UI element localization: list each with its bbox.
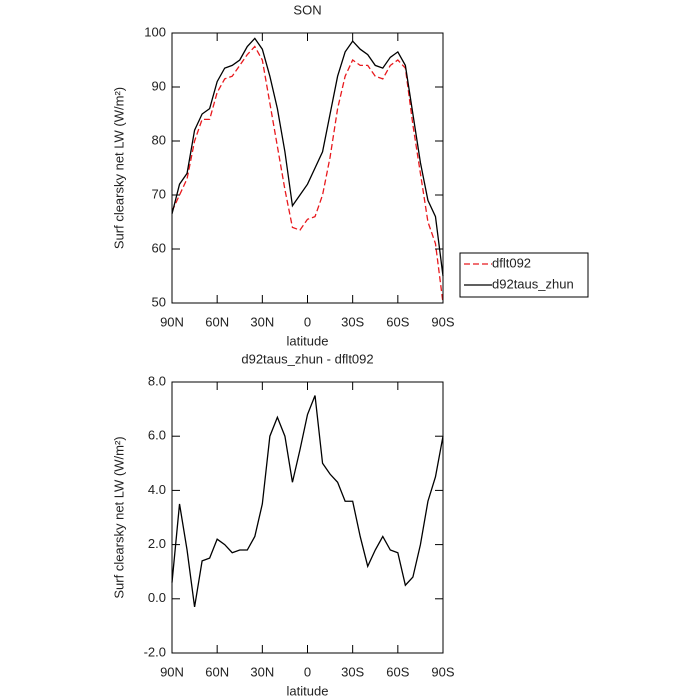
x-tick-label: 30S xyxy=(341,664,364,679)
x-tick-label: 60N xyxy=(205,314,229,329)
x-tick-label: 90S xyxy=(431,664,454,679)
chart-title: d92taus_zhun - dflt092 xyxy=(241,351,373,366)
y-tick-label: 50 xyxy=(152,294,166,309)
panel: SON latitude Surf clearsky net LW (W/m²) 90… xyxy=(111,2,589,348)
y-axis-label: Surf clearsky net LW (W/m²) xyxy=(111,87,126,249)
legend-label: d92taus_zhun xyxy=(492,276,574,291)
plot-frame xyxy=(171,32,444,304)
y-tick-label: 80 xyxy=(152,132,166,147)
y-axis-label: Surf clearsky net LW (W/m²) xyxy=(111,436,126,598)
legend-label: dflt092 xyxy=(492,255,531,270)
data-line xyxy=(171,45,444,304)
panel: d92taus_zhun - dflt092 latitude Surf clear… xyxy=(111,351,454,698)
x-tick-label: 60S xyxy=(386,314,409,329)
y-tick-label: 8.0 xyxy=(148,373,166,388)
x-axis-label: latitude xyxy=(287,333,329,348)
x-tick-label: 0 xyxy=(304,314,311,329)
x-tick-label: 30N xyxy=(250,664,274,679)
y-tick-label: 4.0 xyxy=(148,482,166,497)
x-tick-label: 90N xyxy=(160,664,184,679)
x-tick-label: 30N xyxy=(250,314,274,329)
x-tick-label: 90S xyxy=(431,314,454,329)
legend-box xyxy=(459,252,589,298)
y-tick-label: -2.0 xyxy=(144,644,166,659)
x-tick-label: 0 xyxy=(304,664,311,679)
plot-frame xyxy=(171,381,444,654)
data-line xyxy=(171,395,444,608)
y-tick-label: 70 xyxy=(152,186,166,201)
x-tick-label: 30S xyxy=(341,314,364,329)
chart-title: SON xyxy=(293,2,321,17)
y-tick-label: 6.0 xyxy=(148,428,166,443)
y-tick-label: 100 xyxy=(144,24,166,39)
y-tick-label: 90 xyxy=(152,78,166,93)
data-line xyxy=(171,37,444,277)
y-tick-label: 0.0 xyxy=(148,590,166,605)
x-axis-label: latitude xyxy=(287,683,329,698)
x-tick-label: 60N xyxy=(205,664,229,679)
x-tick-label: 90N xyxy=(160,314,184,329)
y-tick-label: 60 xyxy=(152,240,166,255)
x-tick-label: 60S xyxy=(386,664,409,679)
y-tick-label: 2.0 xyxy=(148,536,166,551)
